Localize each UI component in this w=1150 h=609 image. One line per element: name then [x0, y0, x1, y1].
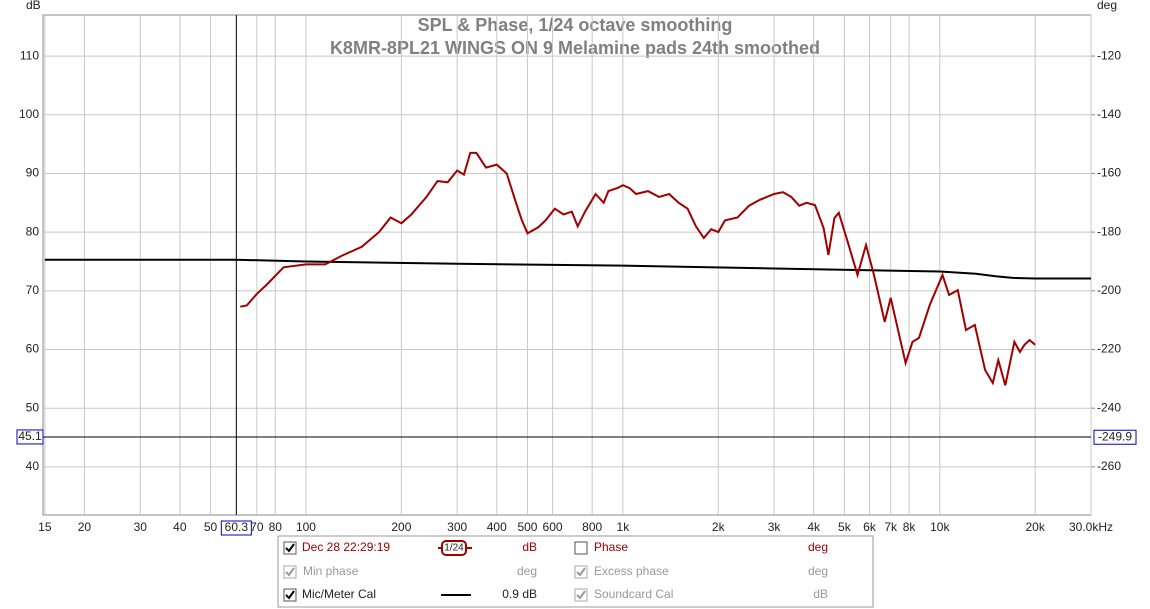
- x-tick-label: 7k: [884, 520, 898, 534]
- x-tick-label: 400: [487, 520, 507, 534]
- x-tick-label: 300: [447, 520, 467, 534]
- x-tick-label: 10k: [930, 520, 950, 534]
- cursor-box: [16, 429, 44, 445]
- y2-tick-label: -220: [1097, 342, 1121, 356]
- x-tick-label: 600: [543, 520, 563, 534]
- cursor-box: [220, 520, 252, 536]
- legend-unit: dB: [813, 587, 828, 601]
- y2-tick-label: -120: [1097, 48, 1121, 62]
- legend-unit: deg: [808, 564, 828, 578]
- y-tick-label: 90: [26, 166, 40, 180]
- cursor-box: [1093, 429, 1137, 445]
- legend-smoothing: 1/24: [444, 543, 464, 554]
- x-tick-label: 1k: [617, 520, 631, 534]
- checkmark: [285, 590, 295, 600]
- x-tick-label: 70: [250, 520, 264, 534]
- checkbox[interactable]: [574, 541, 588, 555]
- series-line: [240, 151, 1036, 386]
- x-tick-label: 15: [38, 520, 52, 534]
- y-axis-label: dB: [26, 0, 41, 12]
- legend-label: Excess phase: [594, 564, 669, 578]
- checkmark: [285, 567, 295, 577]
- cursor-y-label: 45.1: [18, 429, 42, 443]
- legend-label: Mic/Meter Cal: [302, 587, 376, 601]
- x-tick-label: 20k: [1026, 520, 1046, 534]
- y-tick-label: 40: [26, 459, 40, 473]
- x-tick-label: 6k: [863, 520, 877, 534]
- y-tick-label: 60: [26, 342, 40, 356]
- legend-unit: 0.9 dB: [502, 587, 537, 601]
- legend-label: Soundcard Cal: [594, 587, 673, 601]
- x-tick-label: 8k: [903, 520, 917, 534]
- x-tick-label: 80: [269, 520, 283, 534]
- checkmark: [576, 590, 586, 600]
- y2-tick-label: -180: [1097, 224, 1121, 238]
- y2-tick-label: -260: [1097, 459, 1121, 473]
- x-tick-label: 50: [204, 520, 218, 534]
- cursor-y2-label: -249.9: [1098, 429, 1132, 443]
- legend-label: Dec 28 22:29:19: [302, 540, 390, 554]
- y2-tick-label: -240: [1097, 400, 1121, 414]
- legend-unit: dB: [522, 540, 537, 554]
- chart-subtitle: K8MR-8PL21 WINGS ON 9 Melamine pads 24th…: [330, 38, 820, 58]
- x-tick-label: 800: [582, 520, 602, 534]
- chart-title: SPL & Phase, 1/24 octave smoothing: [418, 15, 733, 35]
- x-tick-label: 100: [296, 520, 316, 534]
- checkmark: [576, 567, 586, 577]
- x-tick-label: 4k: [807, 520, 821, 534]
- cursor-x-label: 60.3: [225, 520, 249, 534]
- x-tick-label: 2k: [712, 520, 726, 534]
- x-tick-label: 20: [78, 520, 92, 534]
- x-tick-label: 30.0kHz: [1069, 520, 1113, 534]
- legend-label: Phase: [594, 540, 628, 554]
- x-tick-label: 500: [517, 520, 537, 534]
- legend-swatch-box: [441, 540, 467, 556]
- y-tick-label: 80: [26, 224, 40, 238]
- legend-unit: deg: [517, 564, 537, 578]
- y-tick-label: 70: [26, 283, 40, 297]
- x-tick-label: 30: [134, 520, 148, 534]
- checkmark: [285, 543, 295, 553]
- y-tick-label: 100: [19, 107, 39, 121]
- x-tick-label: 40: [173, 520, 187, 534]
- y-tick-label: 50: [26, 400, 40, 414]
- y2-tick-label: -160: [1097, 166, 1121, 180]
- x-tick-label: 3k: [768, 520, 782, 534]
- y-tick-label: 110: [20, 48, 39, 62]
- legend-unit: deg: [808, 540, 828, 554]
- legend-label: Min phase: [303, 564, 359, 578]
- y2-tick-label: -140: [1097, 107, 1121, 121]
- y2-axis-label: deg: [1097, 0, 1117, 12]
- x-tick-label: 5k: [838, 520, 852, 534]
- x-tick-label: 200: [391, 520, 411, 534]
- y2-tick-label: -200: [1097, 283, 1121, 297]
